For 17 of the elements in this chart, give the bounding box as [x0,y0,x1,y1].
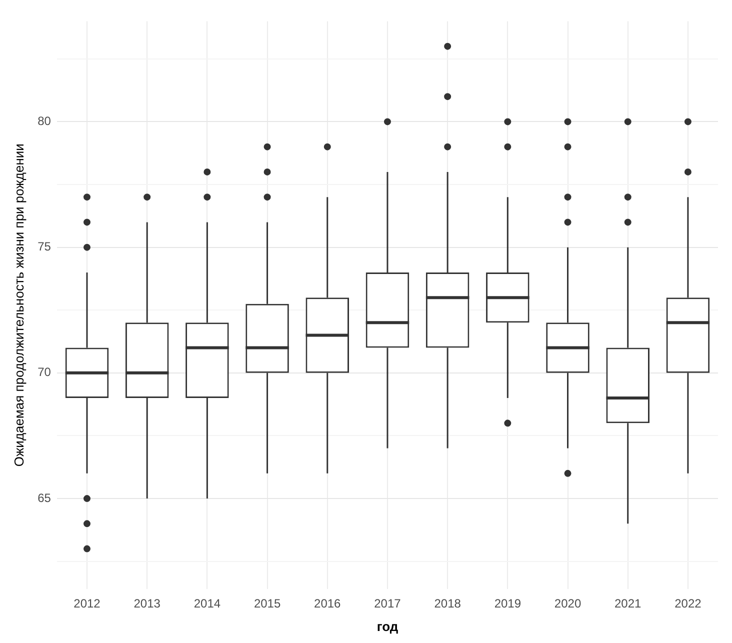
x-tick-label: 2012 [74,596,101,611]
y-tick-label: 80 [38,114,52,128]
x-tick-label: 2019 [494,596,522,611]
x-axis-title: год [376,618,399,634]
x-tick-label: 2014 [194,596,221,611]
x-tick-label: 2021 [614,596,642,611]
y-tick-label: 70 [38,365,52,380]
x-tick-label: 2015 [254,596,281,611]
y-tick-label: 65 [38,490,52,505]
x-tick-label: 2013 [134,596,161,611]
x-tick-label: 2016 [314,596,342,611]
x-tick-label: 2017 [374,596,402,611]
x-tick-label: 2022 [674,596,702,611]
x-tick-label: 2018 [434,596,462,611]
y-axis-title: Ожидаемая продолжительность жизни при рождении [11,144,26,467]
y-tick-label: 75 [38,240,52,254]
x-tick-label: 2020 [554,596,582,611]
